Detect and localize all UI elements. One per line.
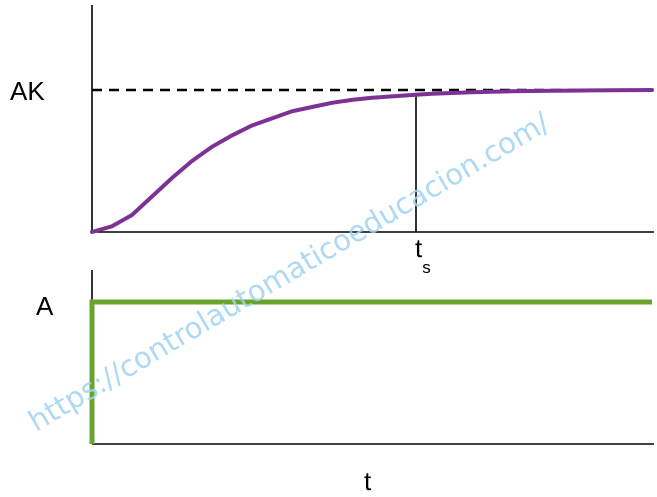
watermark-url: https://controlautomaticoeducacion.com/ <box>22 105 555 438</box>
a-label: A <box>36 291 54 321</box>
ak-label: AK <box>10 76 45 106</box>
settling-time-main: t <box>415 233 423 263</box>
input-chart: A t <box>36 270 654 496</box>
settling-time-sub: s <box>422 258 431 277</box>
settling-time-label: ts <box>415 233 431 277</box>
response-chart: AK ts <box>10 5 654 277</box>
time-axis-label: t <box>364 466 372 496</box>
step-input-line <box>89 299 652 444</box>
response-curve <box>90 88 654 234</box>
